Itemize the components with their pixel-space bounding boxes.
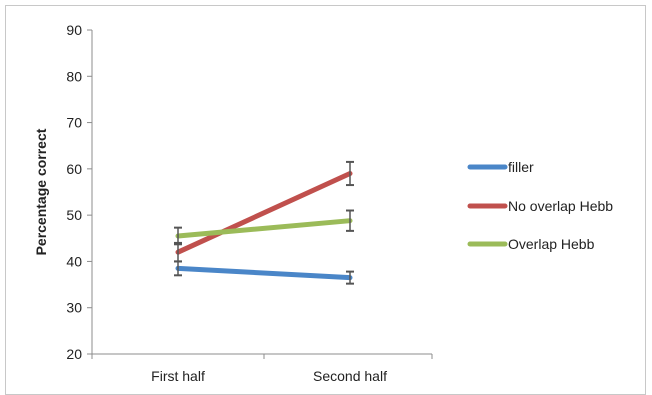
legend-item: No overlap Hebb [470,198,613,214]
legend-label: filler [508,159,534,175]
y-tick-label: 50 [66,207,82,223]
y-axis-label: Percentage correct [33,128,49,255]
x-tick-label: First half [151,368,205,384]
y-tick-label: 70 [66,115,82,131]
series-line [178,221,350,236]
legend: filler No overlap Hebb Overlap Hebb [470,159,613,252]
y-tick-label: 40 [66,253,82,269]
x-tick-label: Second half [313,368,387,384]
legend-label: Overlap Hebb [508,236,595,252]
legend-label: No overlap Hebb [508,198,613,214]
y-tick-label: 20 [66,346,82,362]
series-line [178,173,350,252]
tick-labels: 20 30 40 50 60 70 80 90 First half Second half [66,22,387,384]
y-tick-label: 60 [66,161,82,177]
series-layer [174,162,354,284]
series-line [178,268,350,277]
y-tick-label: 30 [66,300,82,316]
y-tick-label: 90 [66,22,82,38]
legend-item: filler [470,159,534,175]
axes [87,30,432,359]
legend-item: Overlap Hebb [470,236,595,252]
y-tick-label: 80 [66,68,82,84]
